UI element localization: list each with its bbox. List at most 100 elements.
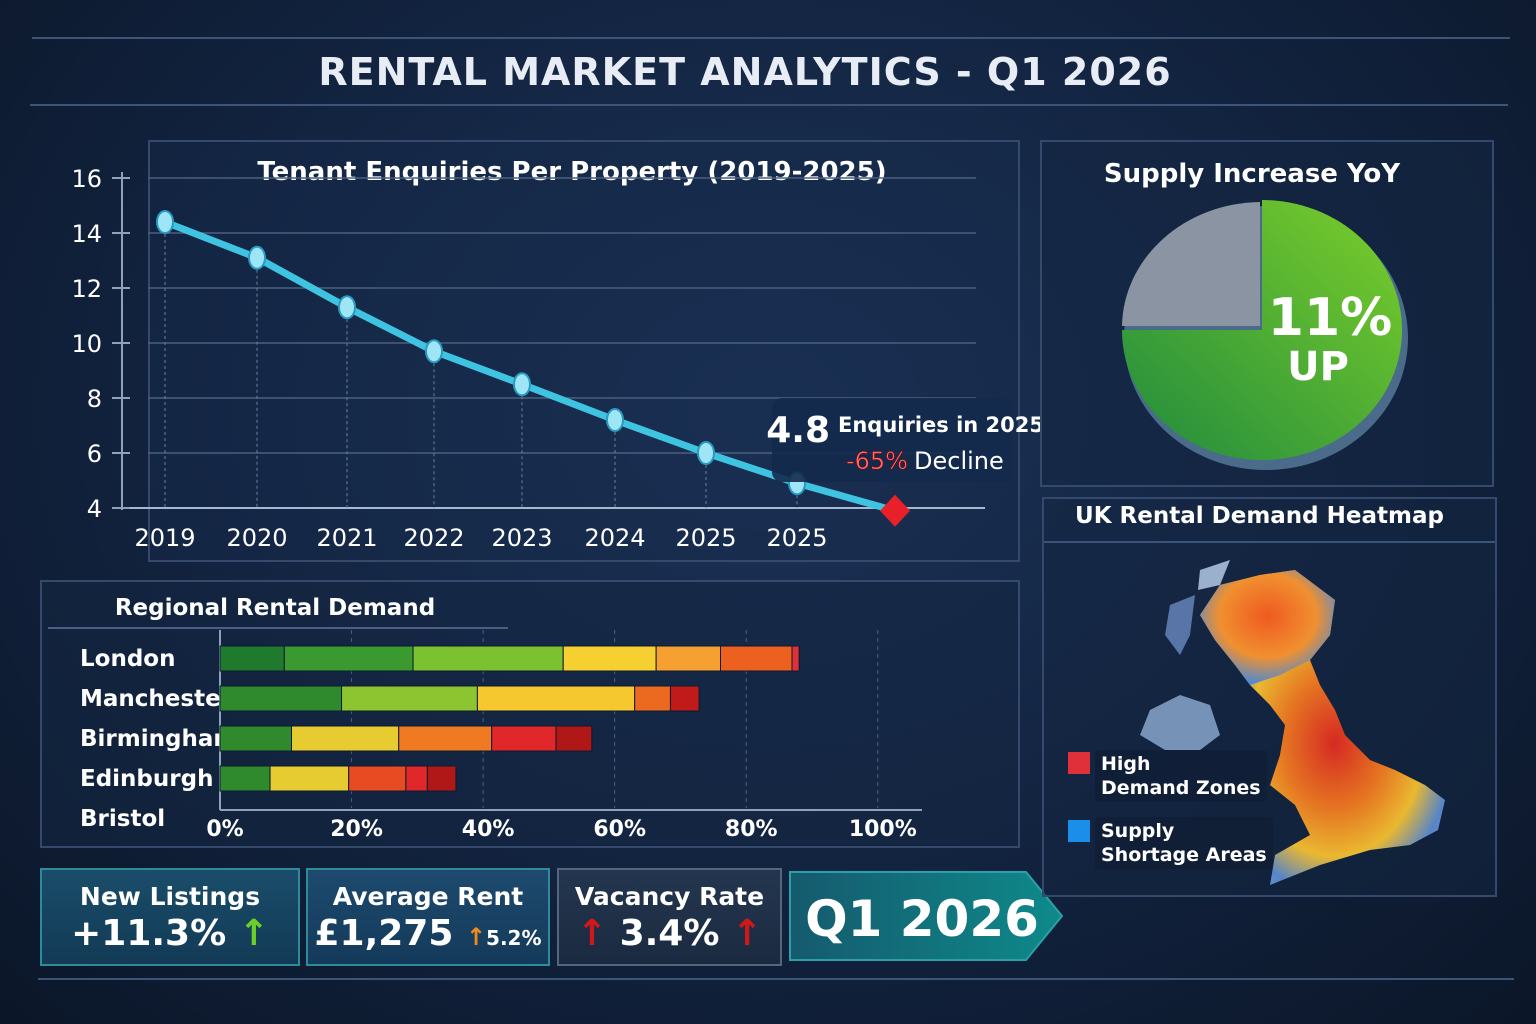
bar-segment: [562, 645, 657, 672]
y-tick-label: 10: [71, 330, 102, 358]
line-chart: Tenant Enquiries Per Property (2019-2025…: [71, 157, 1040, 552]
line-chart-title: Tenant Enquiries Per Property (2019-2025…: [257, 157, 886, 187]
x-tick-label: 2020: [226, 524, 287, 552]
kpi-vacancy-rate: Vacancy Rate ↑ 3.4% ↑: [557, 868, 782, 966]
legend-swatch-supply-shortage: [1068, 820, 1090, 842]
bar-segment: [291, 725, 400, 752]
x-tick-label: 80%: [725, 817, 778, 842]
arrow-up-icon: ↑: [465, 923, 487, 951]
period-label: Q1 2026: [805, 890, 1039, 948]
data-point: [156, 210, 174, 234]
kpi-label: New Listings: [79, 882, 261, 911]
category-label: Manchester: [80, 686, 233, 712]
y-tick-label: 12: [71, 275, 102, 303]
arrow-up-icon: ↑: [576, 913, 608, 954]
kpi-label: Average Rent: [332, 882, 524, 911]
title-divider: [30, 104, 1508, 106]
pie-slice-remainder: [1122, 202, 1260, 326]
bar-chart: Regional Rental Demand London Manchester B…: [48, 595, 922, 842]
pie-chart: Supply Increase YoY 11% UP: [1104, 159, 1408, 470]
x-tick-label: 2021: [316, 524, 377, 552]
bar-segment: [426, 765, 457, 792]
x-tick-label: 2024: [584, 524, 645, 552]
bar-segment: [720, 645, 793, 672]
data-point: [248, 245, 266, 270]
x-tick-label: 2022: [403, 524, 464, 552]
legend-supply-shortage: Supply Shortage Areas: [1095, 817, 1273, 869]
x-tick-label: 0%: [206, 817, 243, 842]
bar-segment: [405, 765, 428, 792]
data-point-highlight: [880, 494, 910, 527]
kpi-value: +11.3%: [71, 913, 227, 954]
x-tick-label: 20%: [330, 817, 383, 842]
bar-chart-title: Regional Rental Demand: [115, 595, 435, 621]
arrow-up-icon: ↑: [238, 913, 269, 954]
y-tick-label: 4: [87, 495, 102, 523]
kpi-new-listings: New Listings +11.3% ↑: [40, 868, 300, 966]
annotation-text: Enquiries in 2025: [838, 413, 1040, 437]
annotation-change-text: Decline: [914, 447, 1004, 475]
bar-segment: [791, 645, 800, 672]
data-point: [338, 295, 356, 320]
bar-segment: [341, 685, 478, 712]
pie-sublabel: UP: [1287, 344, 1349, 390]
category-label: London: [80, 646, 175, 672]
category-label: Edinburgh: [80, 766, 213, 792]
bar-segment: [283, 645, 414, 672]
x-tick-label: 2025: [766, 524, 827, 552]
bar-segment: [219, 725, 292, 752]
data-point: [425, 339, 443, 364]
y-tick-label: 16: [71, 165, 102, 193]
kpi-delta: 5.2%: [486, 926, 542, 950]
y-tick-label: 14: [71, 220, 102, 248]
legend-label: Shortage Areas: [1101, 844, 1267, 866]
y-tick-label: 6: [87, 440, 102, 468]
pie-slice-increase: [1122, 200, 1402, 460]
kpi-value: 3.4%: [619, 913, 720, 954]
bar-segment: [491, 725, 557, 752]
heatmap-title: UK Rental Demand Heatmap: [1075, 503, 1444, 529]
bar-segment: [219, 765, 271, 792]
legend-label: Supply: [1101, 820, 1175, 842]
x-tick-label: 2025: [675, 524, 736, 552]
bar-segment: [269, 765, 350, 792]
kpi-label: Vacancy Rate: [574, 882, 765, 911]
top-divider: [32, 37, 1510, 39]
x-tick-label: 40%: [462, 817, 515, 842]
annotation-value: 4.8: [766, 410, 830, 451]
x-tick-label: 2023: [491, 524, 552, 552]
pie-label: 11%: [1268, 288, 1392, 348]
bar-segment: [655, 645, 722, 672]
pie-title: Supply Increase YoY: [1104, 159, 1401, 189]
bar-segment: [219, 685, 343, 712]
heatmap-divider: [1044, 541, 1495, 543]
bar-segment: [476, 685, 636, 712]
legend-label: Demand Zones: [1101, 777, 1261, 799]
bar-segment: [555, 725, 593, 752]
bar-segment: [348, 765, 407, 792]
category-label: Bristol: [80, 806, 165, 832]
data-point: [606, 408, 624, 432]
line-chart-panel: [148, 140, 1020, 562]
x-tick-label: 60%: [593, 817, 646, 842]
data-point: [513, 372, 531, 397]
kpi-average-rent: Average Rent £1,275 ↑5.2%: [306, 868, 550, 966]
uk-heatmap: [1140, 560, 1445, 885]
page-title: RENTAL MARKET ANALYTICS - Q1 2026: [318, 50, 1172, 94]
kpi-value: £1,275: [314, 913, 454, 954]
legend-high-demand: High Demand Zones: [1095, 750, 1267, 802]
annotation-change: -65%: [846, 447, 908, 475]
category-label: Birmingham: [80, 726, 237, 752]
period-banner: Q1 2026: [789, 871, 1064, 961]
bar-segment: [412, 645, 564, 672]
bar-segment: [634, 685, 671, 712]
legend-swatch-high-demand: [1068, 752, 1090, 774]
bottom-divider: [38, 978, 1514, 980]
x-tick-label: 100%: [849, 817, 917, 842]
bar-chart-panel: [40, 580, 1020, 848]
bar-segment: [219, 645, 285, 672]
y-tick-label: 8: [87, 385, 102, 413]
annotation-callout: 4.8 Enquiries in 2025 -65% Decline: [766, 398, 1040, 482]
bar-segment: [398, 725, 493, 752]
legend-label: High: [1101, 753, 1151, 775]
